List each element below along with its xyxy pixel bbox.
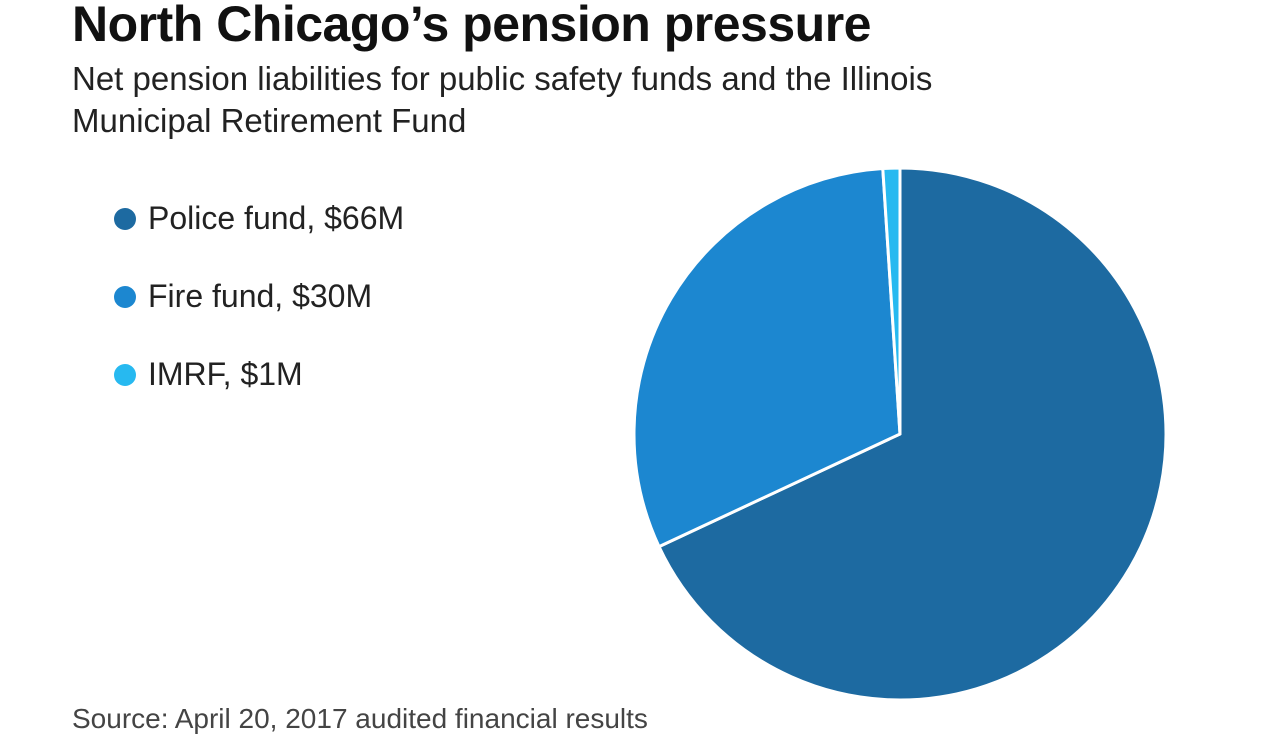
legend-swatch-fire — [114, 286, 136, 308]
legend-swatch-police — [114, 208, 136, 230]
pie-slices — [632, 166, 1168, 702]
chart-subtitle: Net pension liabilities for public safet… — [72, 60, 933, 139]
pie-slice-imrf — [881, 166, 902, 436]
legend-label-imrf: IMRF, $1M — [148, 356, 303, 392]
source-note: Source: April 20, 2017 audited financial… — [72, 703, 648, 734]
pie-slice-police — [657, 166, 1168, 702]
legend-label-fire: Fire fund, $30M — [148, 278, 373, 314]
pie-slice-fire — [632, 167, 902, 549]
pie-chart — [632, 166, 1168, 702]
legend-label-police: Police fund, $66M — [148, 200, 405, 236]
chart-title: North Chicago’s pension pressure — [72, 0, 871, 52]
legend-swatch-imrf — [114, 364, 136, 386]
